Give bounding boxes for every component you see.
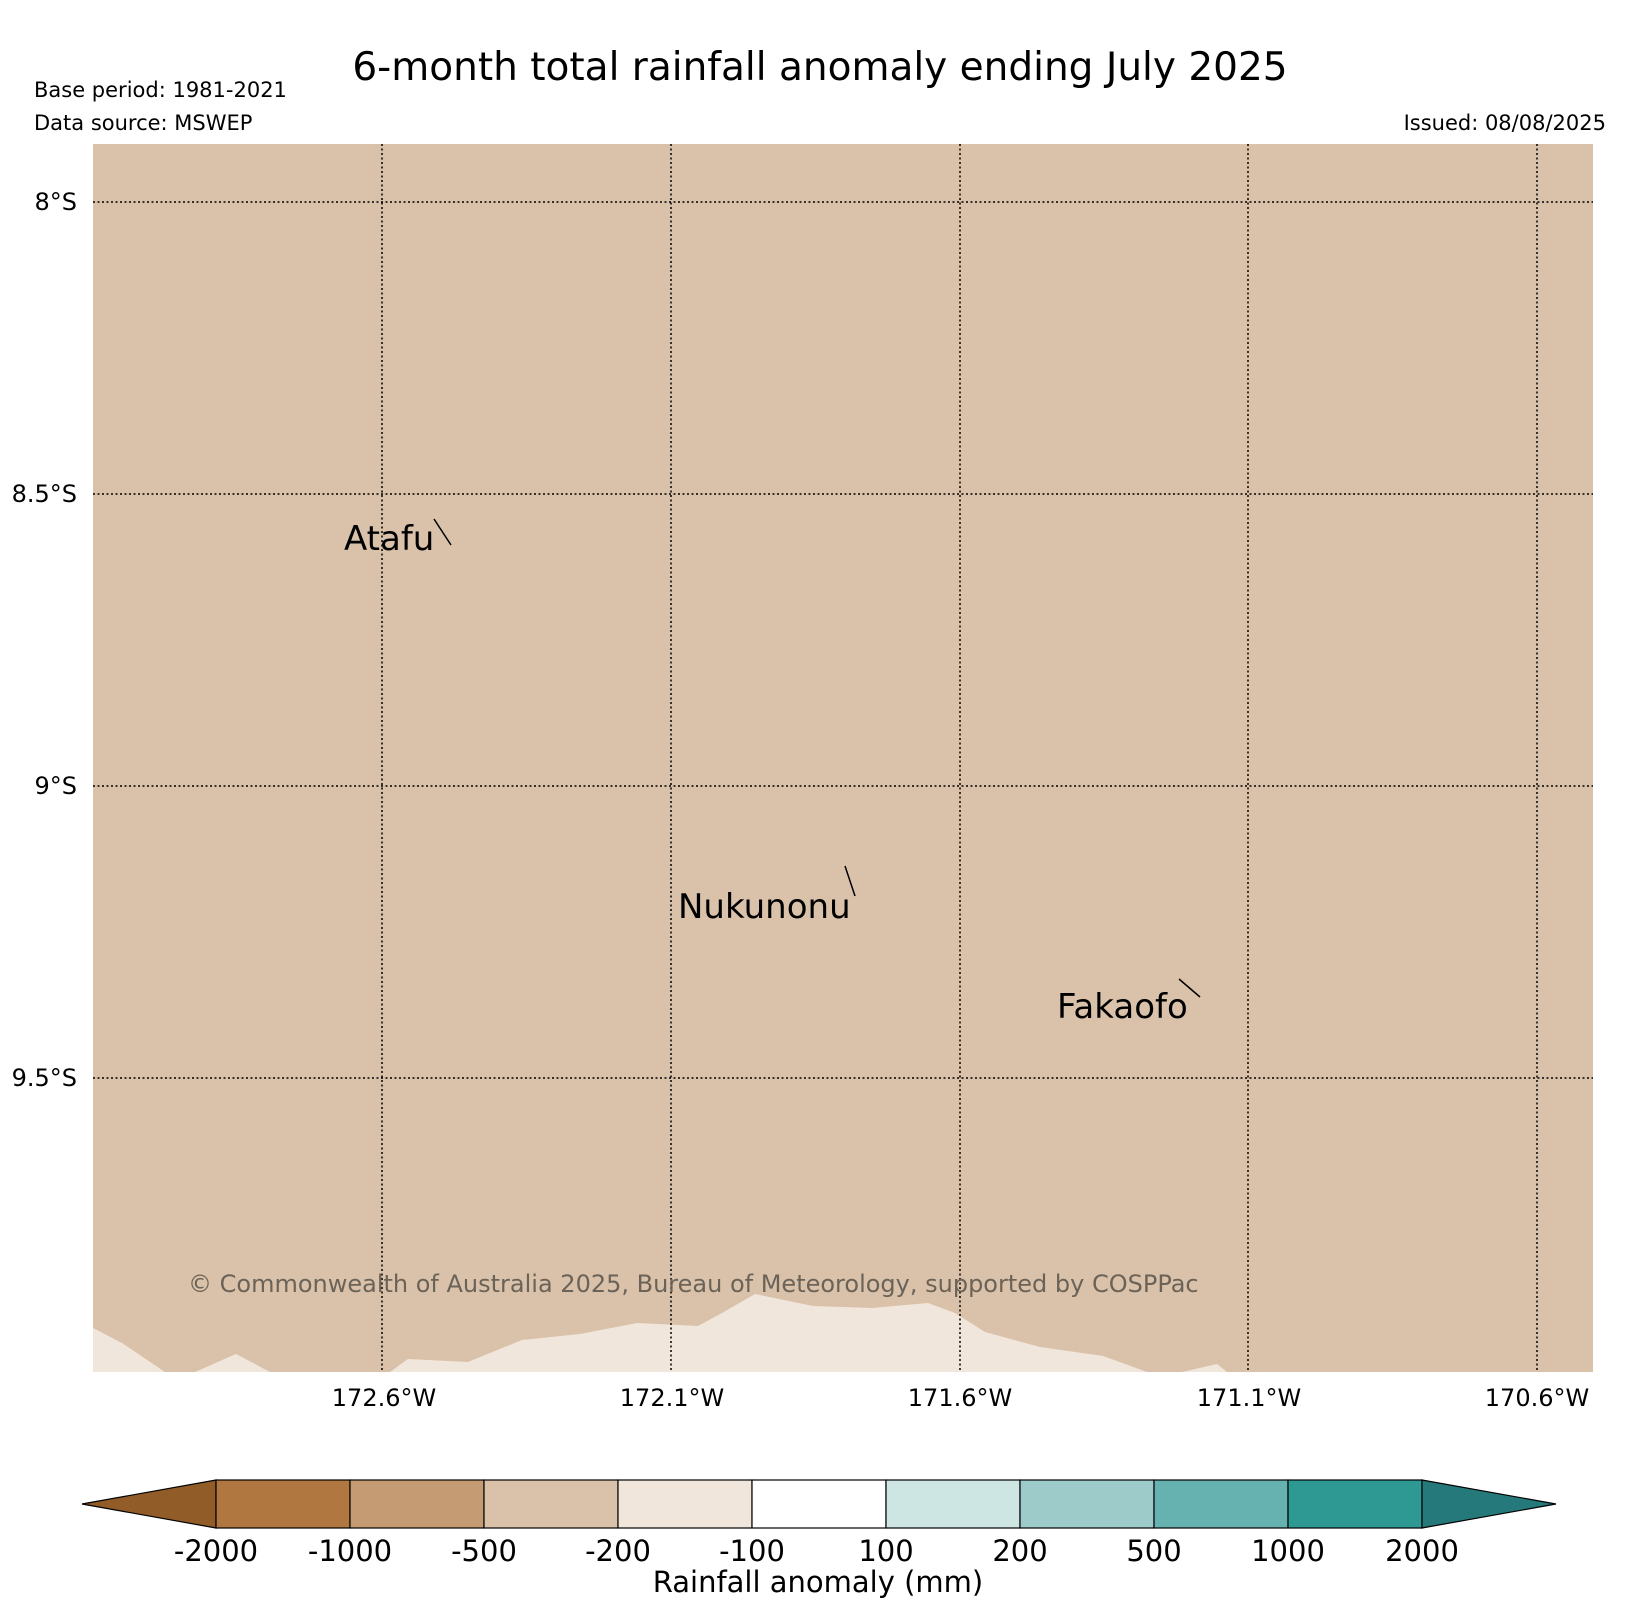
place-atafu: Atafu — [344, 518, 452, 559]
map-panel: 8°S 8.5°S 9°S 9.5°S 172.6°W 172.1°W 171.… — [12, 144, 1593, 1412]
colorbar-tick-label: 500 — [1126, 1534, 1181, 1568]
colorbar-segment — [1287, 1479, 1423, 1529]
lon-tick-label: 172.1°W — [620, 1384, 724, 1412]
issued-date-label: Issued: 08/08/2025 — [1404, 111, 1606, 135]
colorbar-tick-label: 1000 — [1251, 1534, 1325, 1568]
colorbar-extend-low — [81, 1479, 217, 1529]
colorbar-tick-label: 200 — [992, 1534, 1047, 1568]
colorbar-extend-high — [1421, 1479, 1557, 1529]
gridlines — [93, 144, 1593, 1372]
nukunonu-leader-line — [844, 865, 856, 897]
colorbar-segment — [1019, 1479, 1155, 1529]
colorbar-segment — [483, 1479, 619, 1529]
copyright-notice: © Commonwealth of Australia 2025, Bureau… — [188, 1270, 1199, 1298]
colorbar: -2000 -1000 -500 -200 -100 100 200 500 1000 2000 — [81, 1479, 1557, 1568]
colorbar-tick-label: -2000 — [174, 1534, 258, 1568]
place-label-nukunonu: Nukunonu — [678, 887, 851, 927]
anomaly-fill-main — [93, 144, 1593, 1372]
colorbar-segment — [885, 1479, 1021, 1529]
colorbar-segment — [215, 1479, 351, 1529]
colorbar-segment — [751, 1479, 887, 1529]
colorbar-tick-label: -100 — [719, 1534, 785, 1568]
colorbar-segment — [617, 1479, 753, 1529]
lon-tick-label: 171.6°W — [908, 1384, 1012, 1412]
colorbar-label: Rainfall anomaly (mm) — [653, 1565, 984, 1599]
colorbar-segment — [1153, 1479, 1289, 1529]
figure-title: 6-month total rainfall anomaly ending Ju… — [352, 45, 1287, 90]
colorbar-segment — [349, 1479, 485, 1529]
colorbar-tick-label: -200 — [585, 1534, 651, 1568]
lat-tick-label: 9.5°S — [12, 1064, 77, 1092]
place-label-fakaofo: Fakaofo — [1057, 987, 1188, 1027]
lon-tick-label: 172.6°W — [332, 1384, 436, 1412]
fakaofo-leader-line — [1178, 978, 1201, 998]
lat-tick-label: 8°S — [34, 188, 77, 216]
data-source-label: Data source: MSWEP — [34, 111, 252, 135]
place-nukunonu: Nukunonu — [678, 865, 856, 927]
colorbar-tick-label: -500 — [451, 1534, 517, 1568]
lon-tick-label: 171.1°W — [1197, 1384, 1301, 1412]
lon-tick-label: 170.6°W — [1485, 1384, 1589, 1412]
place-label-atafu: Atafu — [344, 519, 434, 559]
colorbar-tick-label: 100 — [858, 1534, 913, 1568]
anomaly-fill-south — [93, 1294, 1593, 1372]
base-period-label: Base period: 1981-2021 — [34, 78, 287, 102]
lat-tick-label: 9°S — [34, 772, 77, 800]
place-fakaofo: Fakaofo — [1057, 978, 1201, 1027]
colorbar-tick-label: 2000 — [1385, 1534, 1459, 1568]
lat-tick-label: 8.5°S — [12, 480, 77, 508]
colorbar-tick-label: -1000 — [308, 1534, 392, 1568]
atafu-leader-line — [433, 518, 452, 546]
